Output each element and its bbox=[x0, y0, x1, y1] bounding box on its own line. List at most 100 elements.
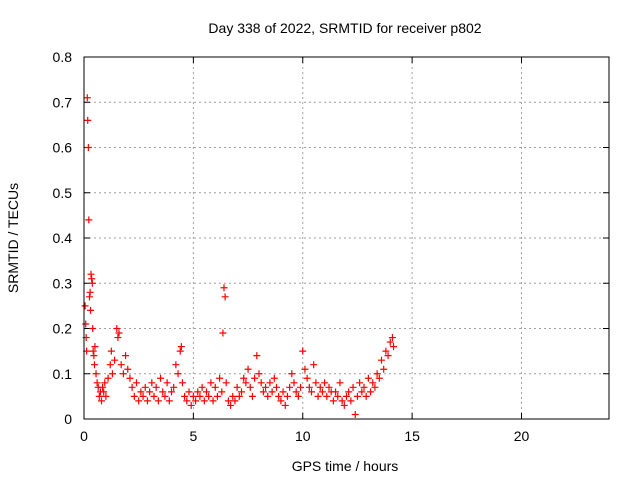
y-tick-label: 0 bbox=[64, 411, 72, 427]
data-point bbox=[177, 343, 185, 351]
data-point bbox=[150, 392, 158, 400]
data-point bbox=[82, 320, 90, 328]
data-point bbox=[266, 379, 274, 387]
data-point bbox=[358, 388, 366, 396]
data-point bbox=[154, 397, 162, 405]
data-point bbox=[218, 388, 226, 396]
data-point bbox=[85, 216, 93, 224]
data-point bbox=[325, 383, 333, 391]
data-point bbox=[219, 329, 227, 337]
data-points bbox=[81, 94, 398, 418]
data-point bbox=[141, 383, 149, 391]
data-point bbox=[294, 392, 302, 400]
data-point bbox=[312, 379, 320, 387]
data-point bbox=[382, 347, 390, 355]
data-point bbox=[279, 388, 287, 396]
data-point bbox=[87, 306, 95, 314]
data-point bbox=[176, 347, 184, 355]
data-point bbox=[209, 397, 217, 405]
y-tick-label: 0.8 bbox=[53, 49, 73, 65]
data-point bbox=[126, 374, 134, 382]
data-point bbox=[235, 392, 243, 400]
data-point bbox=[100, 388, 108, 396]
data-point bbox=[390, 343, 398, 351]
data-point bbox=[286, 383, 294, 391]
data-point bbox=[122, 352, 130, 360]
data-point bbox=[375, 374, 383, 382]
data-point bbox=[308, 388, 315, 396]
data-point bbox=[192, 397, 200, 405]
data-point bbox=[95, 392, 103, 400]
data-point bbox=[343, 392, 350, 400]
data-point bbox=[89, 347, 97, 355]
data-point bbox=[101, 379, 109, 387]
data-point bbox=[83, 94, 91, 102]
data-point bbox=[305, 383, 313, 391]
data-point bbox=[231, 397, 239, 405]
data-point bbox=[189, 392, 197, 400]
data-point bbox=[221, 293, 229, 301]
data-point bbox=[233, 383, 241, 391]
data-point bbox=[244, 365, 252, 373]
data-point bbox=[255, 370, 263, 378]
data-point bbox=[84, 144, 92, 151]
data-point bbox=[143, 397, 151, 405]
data-point bbox=[174, 370, 182, 378]
data-point bbox=[360, 383, 368, 391]
y-tick-label: 0.5 bbox=[53, 185, 73, 201]
data-point bbox=[87, 270, 95, 278]
data-point bbox=[321, 379, 329, 387]
data-point bbox=[273, 383, 280, 391]
data-point bbox=[205, 392, 213, 400]
data-point bbox=[157, 374, 165, 382]
plot-frame bbox=[83, 56, 610, 420]
data-point bbox=[329, 397, 337, 405]
y-tick-labels: 0 0.1 0.2 0.3 0.4 0.5 0.6 0.7 0.8 bbox=[53, 49, 73, 427]
data-point bbox=[119, 370, 127, 378]
data-point bbox=[299, 347, 307, 355]
data-point bbox=[102, 392, 110, 400]
data-point bbox=[380, 365, 388, 373]
data-point bbox=[281, 401, 289, 409]
y-tick-label: 0.7 bbox=[53, 94, 73, 110]
data-point bbox=[84, 116, 92, 124]
data-point bbox=[196, 392, 204, 400]
data-point bbox=[388, 334, 396, 342]
data-point bbox=[111, 356, 119, 364]
data-point bbox=[356, 379, 364, 387]
data-point bbox=[314, 392, 322, 400]
data-point bbox=[86, 288, 94, 296]
data-point bbox=[373, 370, 381, 378]
data-point bbox=[220, 284, 228, 292]
data-point bbox=[268, 388, 276, 396]
data-point bbox=[139, 392, 147, 400]
grid-lines bbox=[84, 57, 609, 419]
x-tick-label: 5 bbox=[189, 428, 197, 444]
data-point bbox=[108, 370, 116, 378]
data-point bbox=[292, 388, 300, 396]
data-point bbox=[137, 388, 145, 396]
data-point bbox=[128, 383, 136, 391]
y-tick-label: 0.4 bbox=[53, 230, 73, 246]
data-point bbox=[364, 374, 372, 382]
y-tick-label: 0.2 bbox=[53, 321, 73, 337]
data-point bbox=[277, 397, 285, 405]
data-point bbox=[178, 379, 186, 387]
data-point bbox=[301, 365, 309, 373]
data-point bbox=[185, 388, 193, 396]
chart-title: Day 338 of 2022, SRMTID for receiver p80… bbox=[208, 20, 481, 36]
data-point bbox=[91, 361, 98, 369]
x-tick-label: 15 bbox=[404, 428, 420, 444]
data-point bbox=[187, 401, 195, 409]
data-point bbox=[264, 392, 272, 400]
data-point bbox=[91, 343, 99, 351]
data-point bbox=[98, 397, 105, 405]
data-point bbox=[347, 397, 355, 405]
x-tick-label: 10 bbox=[295, 428, 311, 444]
x-axis-label: GPS time / hours bbox=[292, 458, 399, 474]
data-point bbox=[242, 379, 250, 387]
data-point bbox=[351, 410, 359, 418]
data-point bbox=[133, 379, 140, 387]
data-point bbox=[259, 388, 267, 396]
data-point bbox=[369, 379, 377, 387]
